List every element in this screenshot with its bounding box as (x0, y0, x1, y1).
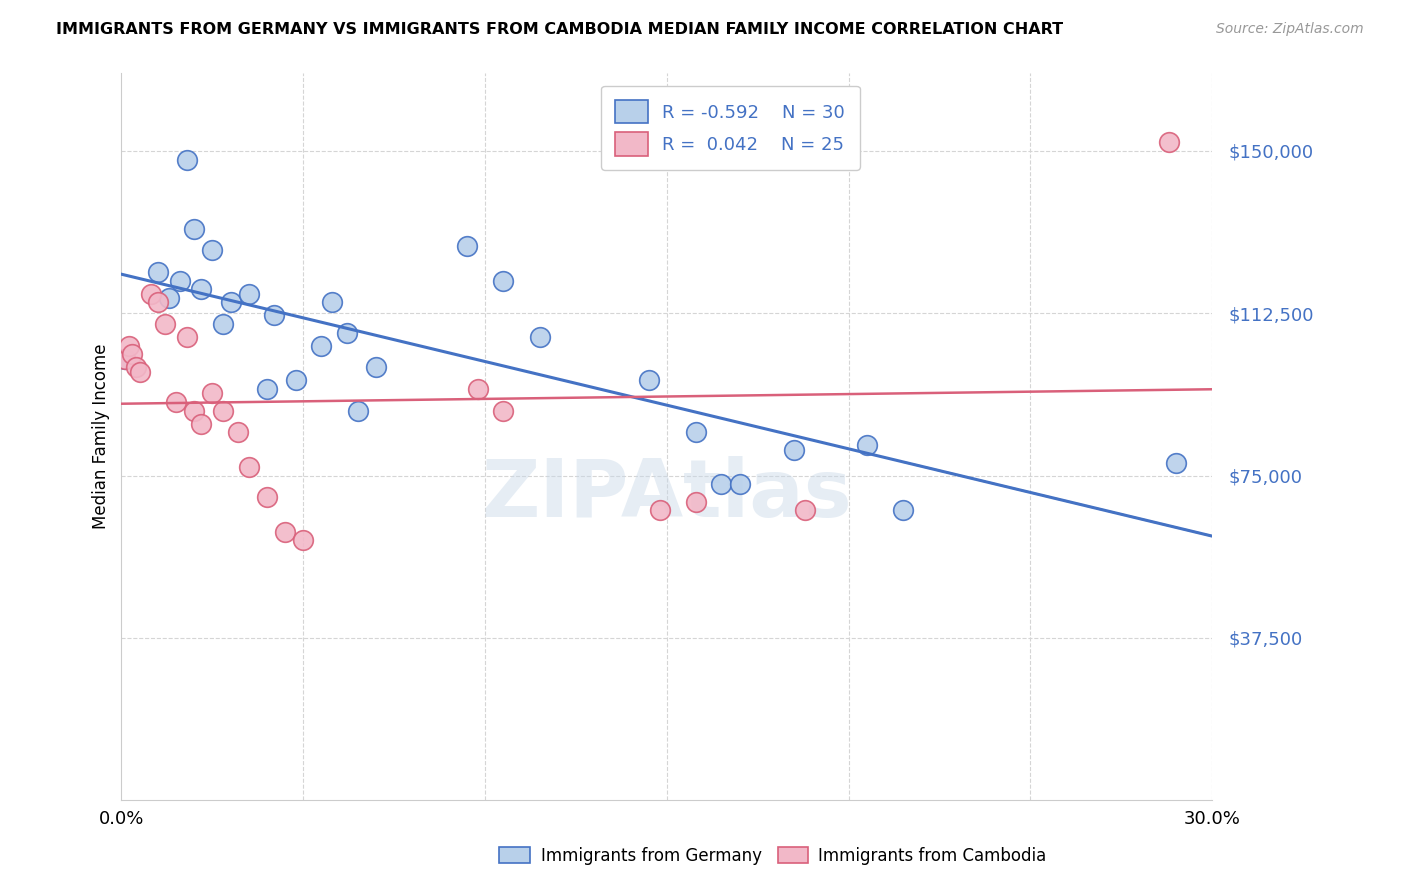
Point (685, 494, 707, 508)
Point (284, 373, 307, 387)
Text: Source: ZipAtlas.com: Source: ZipAtlas.com (1216, 22, 1364, 37)
Point (492, 274, 515, 288)
Point (529, 330, 551, 344)
Text: Immigrants from Germany: Immigrants from Germany (541, 847, 762, 865)
Point (685, 425, 707, 440)
Point (364, 360, 387, 375)
Point (1157, 135, 1180, 149)
Point (637, 373, 659, 387)
Point (467, 382, 489, 396)
Point (728, 477, 751, 491)
Point (146, 265, 169, 279)
Point (190, 417, 212, 431)
Point (456, 239, 478, 253)
Point (891, 503, 914, 517)
Point (238, 459, 260, 474)
Point (201, 244, 224, 258)
Point (176, 330, 198, 344)
Point (226, 425, 249, 440)
Point (128, 365, 150, 379)
Point (274, 524, 297, 539)
Point (125, 360, 148, 375)
Point (146, 295, 169, 310)
Point (292, 533, 315, 548)
Point (263, 309, 285, 323)
Point (118, 339, 141, 353)
Point (219, 295, 242, 310)
Point (648, 503, 671, 517)
Point (114, 351, 136, 366)
Point (321, 295, 343, 310)
Legend: R = -0.592    N = 30, R =  0.042    N = 25: R = -0.592 N = 30, R = 0.042 N = 25 (600, 86, 859, 170)
Point (157, 291, 180, 305)
Point (855, 438, 877, 452)
Point (169, 274, 191, 288)
Text: Immigrants from Cambodia: Immigrants from Cambodia (818, 847, 1046, 865)
Point (256, 382, 278, 396)
Text: IMMIGRANTS FROM GERMANY VS IMMIGRANTS FROM CAMBODIA MEDIAN FAMILY INCOME CORRELA: IMMIGRANTS FROM GERMANY VS IMMIGRANTS FR… (56, 22, 1063, 37)
Point (336, 326, 359, 340)
Point (183, 222, 205, 236)
Point (710, 477, 733, 491)
Point (201, 386, 224, 401)
Point (165, 395, 187, 409)
Point (311, 339, 333, 353)
Point (256, 490, 278, 504)
Point (121, 347, 143, 361)
Point (212, 403, 235, 417)
Point (153, 317, 176, 331)
Point (212, 317, 235, 331)
Point (139, 286, 162, 301)
Point (183, 403, 205, 417)
Point (783, 442, 806, 457)
Point (1164, 456, 1187, 470)
Point (190, 282, 212, 296)
Point (114, 351, 136, 366)
Text: ZIPAtlas: ZIPAtlas (481, 456, 852, 533)
Point (346, 403, 368, 417)
Point (492, 403, 515, 417)
Point (794, 503, 817, 517)
Y-axis label: Median Family Income: Median Family Income (93, 343, 110, 529)
Point (238, 286, 260, 301)
Point (176, 153, 198, 167)
